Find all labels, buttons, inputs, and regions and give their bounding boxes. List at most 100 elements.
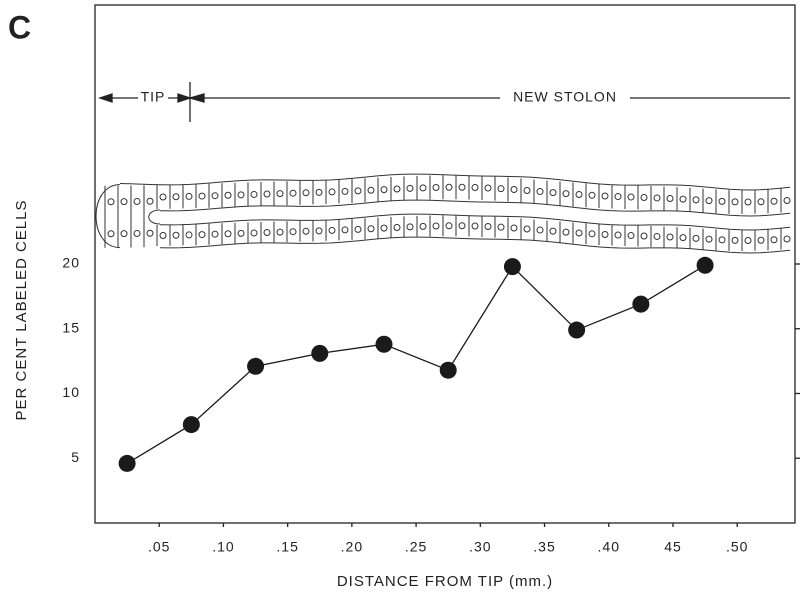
x-tick-label: .10 [212,539,234,555]
cell-nucleus [237,191,245,199]
cell-nucleus [523,187,531,195]
stolon-tip [95,184,121,249]
stolon-label: NEW STOLON [513,89,617,105]
cell-nucleus [289,228,297,236]
x-tick-label: .40 [598,539,620,555]
data-point [375,335,393,353]
cell-nucleus [757,236,765,244]
cell-nucleus [562,228,570,236]
cell-nucleus [250,229,258,237]
cell-nucleus [536,188,544,196]
cell-nucleus [341,226,349,234]
cell-nucleus [432,183,440,191]
cell-nucleus [718,236,726,244]
stolon-wall [159,199,791,217]
cell-nucleus [172,231,180,239]
cell-nucleus [744,236,752,244]
cell-nucleus [393,185,401,193]
x-tick-label: 45 [664,539,682,555]
cell-nucleus [419,222,427,230]
cell-nucleus [588,191,596,199]
cell-nucleus [536,226,544,234]
x-tick-label: .25 [405,539,427,555]
cell-nucleus [523,225,531,233]
tip-label: TIP [141,89,166,105]
cell-nucleus [146,229,154,237]
plot-frame [94,4,796,524]
cell-nucleus [367,225,375,233]
cell-nucleus [146,197,154,205]
data-point [182,416,200,434]
cell-nucleus [640,193,648,201]
cell-nucleus [744,198,752,206]
cell-nucleus [692,234,700,242]
cell-nucleus [653,232,661,240]
cell-nucleus [549,189,557,197]
cell-nucleus [666,233,674,241]
x-tick-label: .15 [276,539,298,555]
cell-nucleus [432,222,440,230]
cell-nucleus [120,230,128,238]
cell-nucleus [237,229,245,237]
cell-nucleus [497,223,505,231]
cell-nucleus [107,198,115,206]
cell-nucleus [224,230,232,238]
cell-nucleus [276,190,284,198]
stolon-drawing [95,173,791,254]
cell-nucleus [731,236,739,244]
cell-nucleus [562,190,570,198]
cell-nucleus [510,224,518,232]
cell-nucleus [419,184,427,192]
cell-nucleus [627,232,635,240]
cell-nucleus [783,235,791,243]
cell-nucleus [380,224,388,232]
cell-nucleus [159,193,167,201]
data-point [696,256,714,274]
cell-nucleus [159,232,167,240]
cell-nucleus [614,231,622,239]
cell-nucleus [250,190,258,198]
cell-nucleus [445,183,453,191]
cell-nucleus [302,227,310,235]
cell-nucleus [445,222,453,230]
y-axis-label: PER CENT LABELED CELLS [13,200,30,421]
cell-nucleus [731,198,739,206]
x-tick-label: .20 [341,539,363,555]
data-point [503,258,521,276]
cell-nucleus [601,230,609,238]
cell-nucleus [133,197,141,205]
cell-nucleus [783,197,791,205]
cell-nucleus [471,222,479,230]
cell-nucleus [133,229,141,237]
cell-nucleus [328,226,336,234]
cell-nucleus [302,189,310,197]
cell-nucleus [497,185,505,193]
cell-nucleus [185,231,193,239]
cell-nucleus [653,194,661,202]
data-point [632,295,650,313]
y-tick-label: 5 [71,449,80,465]
cell-nucleus [393,224,401,232]
cell-nucleus [679,234,687,242]
cell-nucleus [289,189,297,197]
cell-nucleus [263,229,271,237]
cell-nucleus [484,222,492,230]
cell-nucleus [341,187,349,195]
stolon-wall [159,236,791,254]
cell-nucleus [588,230,596,238]
cell-nucleus [627,193,635,201]
cell-nucleus [705,197,713,205]
cell-nucleus [211,192,219,200]
cell-nucleus [120,198,128,206]
cell-nucleus [198,192,206,200]
cell-nucleus [458,222,466,230]
data-point [311,344,329,362]
cell-nucleus [666,194,674,202]
cell-nucleus [718,197,726,205]
data-point [439,361,457,379]
x-tick-label: .30 [469,539,491,555]
cell-nucleus [354,187,362,195]
cell-nucleus [575,190,583,198]
cell-nucleus [315,227,323,235]
